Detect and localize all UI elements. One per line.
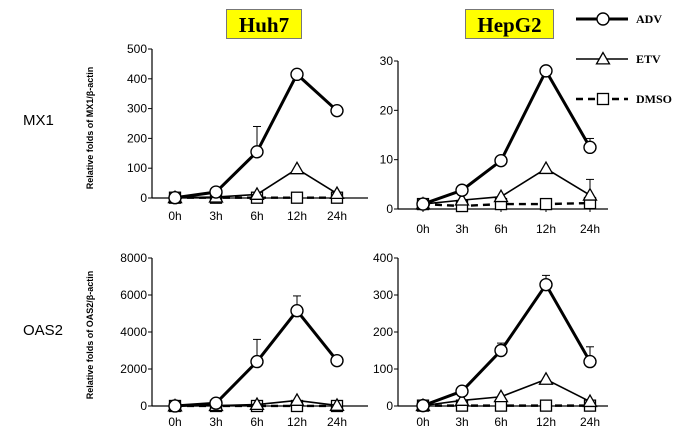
oas2-huh7-ytick-label: 2000 <box>120 362 147 376</box>
mx1-hepg2-etv-point <box>538 160 554 175</box>
mx1-huh7-xtick-label: 24h <box>327 209 347 223</box>
legend-label-adv: ADV <box>636 12 662 26</box>
oas2-huh7-ytick-label: 0 <box>140 399 147 413</box>
chart-area: 0 100 200 300 400 500 0h 3h 6h 12h 24h 0 10 20 30 0h 3h 6… <box>120 12 672 429</box>
oas2-huh7-adv-point <box>330 353 344 368</box>
mx1-huh7-adv-point <box>168 191 182 205</box>
oas2-hepg2-xtick-label: 12h <box>536 415 556 429</box>
mx1-huh7-ytick-label: 300 <box>127 102 147 116</box>
oas2-huh7-xtick-label: 0h <box>168 415 181 429</box>
oas2-huh7-etv-point <box>329 397 345 411</box>
column-title-huh7: Huh7 <box>226 9 302 39</box>
mx1-huh7-ytick-label: 400 <box>127 72 147 86</box>
legend-marker-dmso <box>596 92 610 106</box>
oas2-hepg2-ytick-label: 100 <box>373 362 393 376</box>
mx1-huh7-etv-point <box>329 185 345 200</box>
mx1-hepg2-xtick-label: 3h <box>455 222 468 236</box>
oas2-huh7-adv-point <box>250 354 264 369</box>
oas2-huh7-adv-point <box>209 396 223 410</box>
oas2-huh7-xtick-label: 3h <box>209 415 222 429</box>
mx1-hepg2-adv-line <box>422 67 592 206</box>
mx1-hepg2-ytick-label: 10 <box>380 153 394 167</box>
oas2-hepg2-adv-point <box>539 277 553 292</box>
oas2-huh7-adv-point <box>290 304 304 318</box>
mx1-huh7-ytick-label: 200 <box>127 131 147 145</box>
mx1-hepg2-ytick-label: 20 <box>380 103 394 117</box>
oas2-hepg2-ytick-label: 0 <box>386 399 393 413</box>
mx1-hepg2-ytick-label: 30 <box>380 54 394 68</box>
oas2-hepg2-dmso-point <box>539 399 553 412</box>
mx1-hepg2-etv-point <box>454 192 470 206</box>
mx1-hepg2-xtick-label: 24h <box>580 222 600 236</box>
mx1-huh7-adv-point <box>290 67 304 82</box>
oas2-huh7-xtick-label: 24h <box>327 415 347 429</box>
oas2-hepg2-adv-point <box>455 384 469 398</box>
mx1-hepg2-adv-point <box>539 64 553 78</box>
oas2-hepg2-xtick-label: 3h <box>455 415 468 429</box>
oas2-huh7-xtick-label: 12h <box>287 415 307 429</box>
oas2-huh7-adv-point <box>168 399 182 413</box>
row-label-oas2: OAS2 <box>23 322 64 339</box>
column-title-hepg2: HepG2 <box>465 9 554 39</box>
mx1-hepg2-adv-point <box>494 153 508 168</box>
oas2-hepg2-ytick-label: 400 <box>373 251 393 265</box>
mx1-hepg2-xtick-label: 12h <box>536 222 556 236</box>
oas2-hepg2-adv-line <box>422 281 592 408</box>
mx1-hepg2-ytick-label: 0 <box>386 202 393 216</box>
oas2-hepg2-etv-point <box>538 371 554 385</box>
mx1-hepg2-adv-point <box>583 140 597 155</box>
legend-label-dmso: DMSO <box>636 92 672 106</box>
mx1-huh7-etv-point <box>289 160 305 175</box>
oas2-hepg2-adv-point <box>583 354 597 369</box>
mx1-huh7-ytick-label: 0 <box>140 191 147 205</box>
legend-label-etv: ETV <box>636 52 661 66</box>
mx1-huh7-adv-point <box>250 145 264 159</box>
oas2-huh7-xtick-label: 6h <box>250 415 263 429</box>
mx1-hepg2-xtick-label: 0h <box>416 222 429 236</box>
oas2-huh7-ytick-label: 6000 <box>120 288 147 302</box>
row-label-mx1: MX1 <box>23 112 54 129</box>
mx1-hepg2-etv-point <box>582 187 598 201</box>
mx1-hepg2-etv-point <box>493 188 509 203</box>
oas2-huh7-ytick-label: 4000 <box>120 325 147 339</box>
mx1-huh7-xtick-label: 0h <box>168 209 181 223</box>
oas2-hepg2-etv-point <box>454 392 470 406</box>
oas2-hepg2-adv-point <box>416 398 430 413</box>
mx1-huh7-dmso-point <box>290 191 304 204</box>
mx1-huh7-xtick-label: 12h <box>287 209 307 223</box>
mx1-huh7-adv-point <box>330 103 344 118</box>
mx1-huh7-ytick-label: 500 <box>127 42 147 56</box>
oas2-hepg2-xtick-label: 24h <box>580 415 600 429</box>
mx1-huh7-xtick-label: 6h <box>250 209 263 223</box>
mx1-hepg2-adv-point <box>416 197 430 211</box>
mx1-hepg2-xtick-label: 6h <box>494 222 507 236</box>
oas2-huh7-etv-point <box>289 392 305 406</box>
oas2-hepg2-adv-point <box>494 343 508 358</box>
mx1-hepg2-dmso-point <box>539 197 553 211</box>
oas2-hepg2-etv-point <box>582 393 598 408</box>
oas2-hepg2-xtick-label: 0h <box>416 415 429 429</box>
mx1-hepg2-adv-point <box>455 183 469 197</box>
oas2-huh7-etv-point <box>249 396 265 411</box>
oas2-hepg2-etv-point <box>493 388 509 403</box>
oas2-hepg2-ytick-label: 200 <box>373 325 393 339</box>
oas2-hepg2-xtick-label: 6h <box>494 415 507 429</box>
mx1-huh7-ytick-label: 100 <box>127 161 147 175</box>
mx1-huh7-xtick-label: 3h <box>209 209 222 223</box>
oas2-huh7-ytick-label: 8000 <box>120 251 147 265</box>
mx1-huh7-etv-point <box>249 186 265 200</box>
mx1-huh7-adv-point <box>209 185 223 199</box>
oas2-hepg2-ytick-label: 300 <box>373 288 393 302</box>
legend-marker-etv <box>595 51 611 65</box>
legend-marker-adv <box>596 12 610 26</box>
